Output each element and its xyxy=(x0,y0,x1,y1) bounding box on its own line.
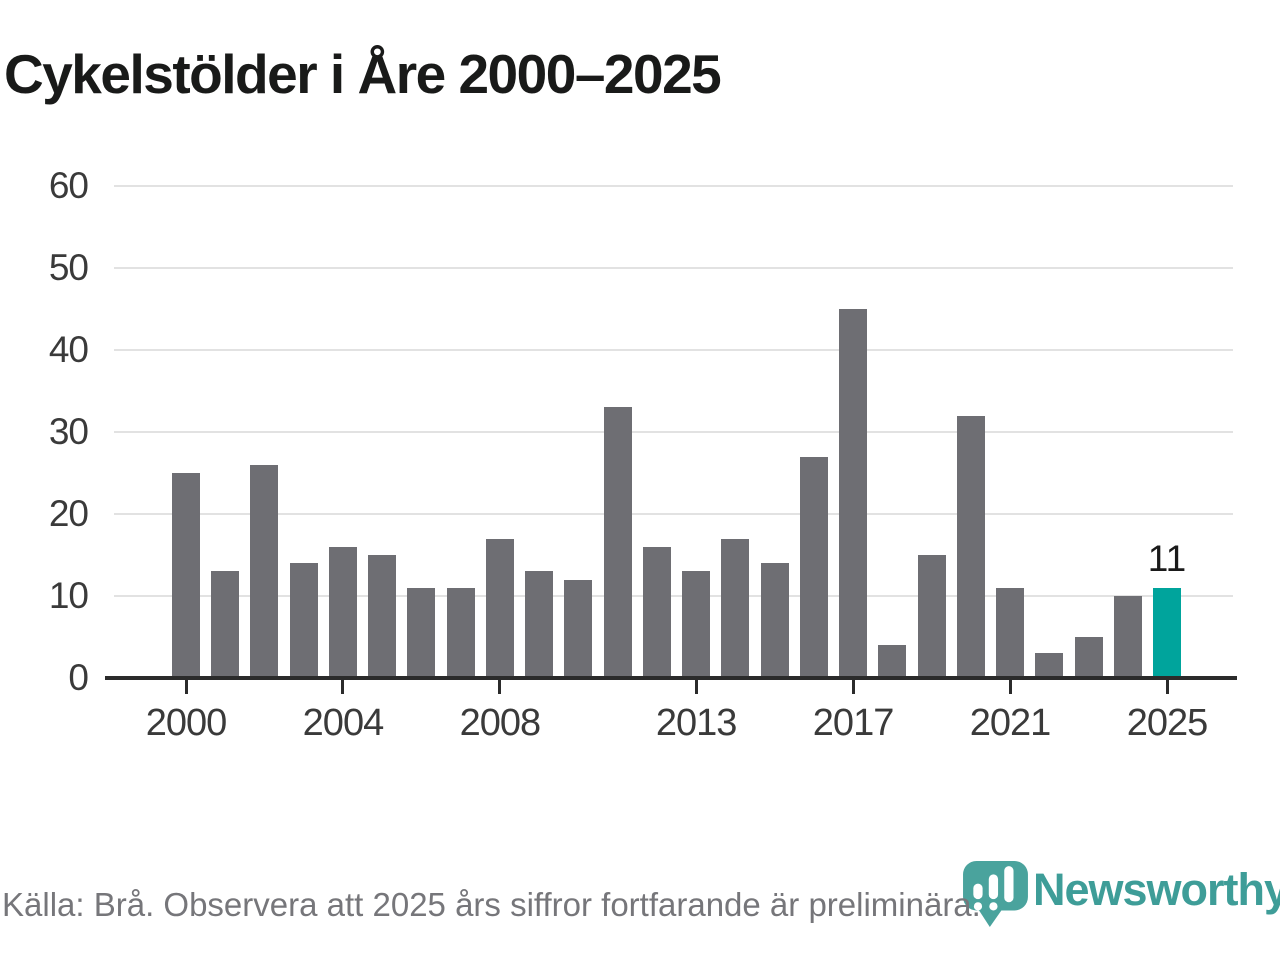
bar-2003 xyxy=(289,563,318,679)
x-axis-label: 2013 xyxy=(655,702,738,744)
gridline-y-40 xyxy=(114,349,1233,351)
x-axis-label: 2017 xyxy=(812,702,895,744)
bar-2004 xyxy=(328,546,357,679)
bar-2005 xyxy=(368,555,397,679)
bar-2000 xyxy=(172,473,200,679)
y-axis-label: 0 xyxy=(68,657,89,698)
gridline-y-20 xyxy=(114,513,1233,515)
highlight-value-label: 11 xyxy=(1147,537,1187,579)
gridline-y-30 xyxy=(114,431,1233,433)
bar-2010 xyxy=(564,579,593,679)
gridline-y-50 xyxy=(114,267,1233,269)
x-axis-tick-2013 xyxy=(694,680,698,694)
x-axis-label: 2004 xyxy=(302,702,385,744)
x-axis-label: 2021 xyxy=(969,702,1052,744)
bar-2012 xyxy=(642,546,671,679)
bar-2006 xyxy=(407,587,436,679)
gridline-y-60 xyxy=(114,185,1233,187)
y-axis-label: 50 xyxy=(48,247,89,288)
y-axis-label: 40 xyxy=(48,329,89,370)
chart-title: Cykelstölder i Åre 2000–2025 xyxy=(4,43,722,105)
bar-2019 xyxy=(917,555,946,679)
bar-2016 xyxy=(799,456,828,679)
x-axis-tick-2004 xyxy=(341,680,345,694)
bar-2013 xyxy=(682,571,711,679)
x-axis-label: 2008 xyxy=(459,702,542,744)
bar-2007 xyxy=(446,587,475,679)
x-axis-tick-2021 xyxy=(1008,680,1012,694)
source-note: Källa: Brå. Observera att 2025 års siffr… xyxy=(2,886,981,923)
bar-2002 xyxy=(250,464,279,679)
x-axis-line xyxy=(105,676,1237,680)
bar-2009 xyxy=(525,571,554,679)
gridline-y-10 xyxy=(114,595,1233,597)
bar-2025 xyxy=(1153,587,1181,679)
x-axis-label: 2025 xyxy=(1126,702,1209,744)
x-axis-label: 2000 xyxy=(145,702,228,744)
x-axis-tick-2017 xyxy=(851,680,855,694)
bar-2008 xyxy=(485,538,514,679)
x-axis-tick-2008 xyxy=(498,680,502,694)
bar-2022 xyxy=(1035,653,1064,679)
y-axis-label: 20 xyxy=(48,493,89,534)
bar-2015 xyxy=(760,563,789,679)
x-axis-tick-2000 xyxy=(184,680,188,694)
newsworthy-logo-text: Newsworthy xyxy=(1033,864,1280,915)
bar-2001 xyxy=(211,571,240,679)
bar-2018 xyxy=(878,645,907,679)
y-axis-label: 60 xyxy=(48,165,89,206)
y-axis-label: 10 xyxy=(48,575,89,616)
bar-2021 xyxy=(996,587,1025,679)
bar-2023 xyxy=(1074,637,1103,679)
bar-2024 xyxy=(1113,596,1142,679)
newsworthy-pin-icon xyxy=(963,861,1028,927)
bar-2014 xyxy=(721,538,750,679)
bar-2011 xyxy=(603,407,632,679)
x-axis-tick-2025 xyxy=(1165,680,1169,694)
bar-2017 xyxy=(839,309,868,679)
y-axis-label: 30 xyxy=(48,411,89,452)
bar-2020 xyxy=(956,415,985,679)
